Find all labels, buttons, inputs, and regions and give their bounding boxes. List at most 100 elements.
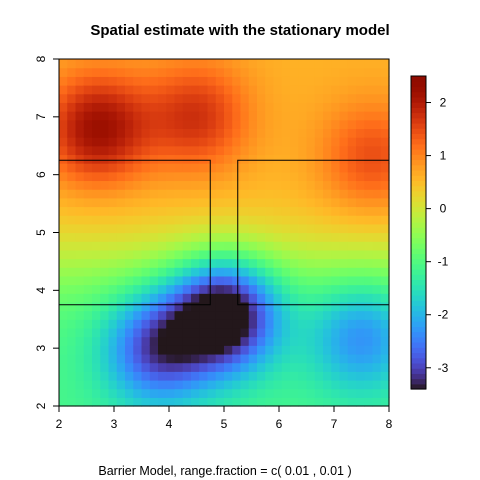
colorbar-segment <box>411 159 426 166</box>
heat-cell <box>92 119 101 129</box>
heat-cell <box>215 85 225 95</box>
heat-cell <box>125 388 134 398</box>
heat-cell <box>215 232 225 242</box>
heat-cell <box>273 267 283 277</box>
heat-cell <box>174 137 184 147</box>
heat-cell <box>347 397 357 407</box>
heat-cell <box>182 128 192 138</box>
heat-cell <box>372 59 382 69</box>
heat-cell <box>372 85 382 95</box>
heat-cell <box>347 301 357 312</box>
heat-cell <box>248 163 258 173</box>
heat-cell <box>133 215 143 225</box>
heat-cell <box>298 258 308 268</box>
heat-cell <box>158 284 167 294</box>
heat-cell <box>125 111 134 121</box>
heat-cell <box>158 362 167 372</box>
heat-cell <box>92 206 101 216</box>
heat-cell <box>248 267 258 277</box>
heat-cell <box>248 388 258 398</box>
heat-cell <box>224 249 233 260</box>
heat-cell <box>339 327 349 338</box>
heat-cell <box>224 215 233 225</box>
heat-cell <box>116 379 126 390</box>
heat-cell <box>59 301 68 312</box>
heat-cell <box>257 310 266 320</box>
heat-cell <box>133 397 143 407</box>
heat-cell <box>158 163 167 173</box>
heat-cell <box>158 397 167 407</box>
heat-cell <box>232 85 242 95</box>
heat-cell <box>339 301 349 312</box>
heat-cell <box>182 249 192 260</box>
heat-cell <box>174 76 184 86</box>
heat-cell <box>108 93 118 103</box>
heat-cell <box>298 249 308 260</box>
y-tick-label: 7 <box>34 113 48 120</box>
heat-cell <box>248 241 258 251</box>
heat-cell <box>182 232 192 242</box>
heat-cell <box>314 258 324 268</box>
heat-cell <box>323 345 332 355</box>
heat-cell <box>133 163 143 173</box>
heat-cell <box>174 93 184 103</box>
heat-cell <box>199 137 209 147</box>
heat-cell <box>116 67 126 77</box>
heat-cell <box>125 232 134 242</box>
heat-cell <box>281 336 291 346</box>
heat-cell <box>83 345 93 355</box>
heat-cell <box>356 353 365 364</box>
heat-cell <box>257 85 266 95</box>
heat-cell <box>380 388 390 398</box>
heat-cell <box>240 301 250 312</box>
heat-cell <box>158 267 167 277</box>
heat-cell <box>116 163 126 173</box>
heat-cell <box>166 67 176 77</box>
heat-cell <box>141 59 151 69</box>
heat-cell <box>314 267 324 277</box>
heat-cell <box>116 267 126 277</box>
heat-cell <box>133 362 143 372</box>
heat-cell <box>364 111 374 121</box>
heat-cell <box>380 163 390 173</box>
heat-cell <box>224 206 233 216</box>
heat-cell <box>191 119 200 129</box>
heat-cell <box>133 137 143 147</box>
heat-cell <box>339 102 349 112</box>
heat-cell <box>240 145 250 156</box>
heat-cell <box>149 59 159 69</box>
heat-cell <box>257 267 266 277</box>
heat-cell <box>314 145 324 156</box>
heat-cell <box>174 379 184 390</box>
heat-cell <box>116 145 126 156</box>
heat-cell <box>306 258 316 268</box>
barrier-left <box>59 159 211 306</box>
heat-cell <box>191 93 200 103</box>
heat-cell <box>158 59 167 69</box>
heat-cell <box>100 362 110 372</box>
colorbar-segment <box>411 81 426 88</box>
heat-cell <box>116 119 126 129</box>
heat-cell <box>356 223 365 234</box>
heat-cell <box>158 388 167 398</box>
heat-cell <box>224 189 233 199</box>
heat-cell <box>240 59 250 69</box>
heat-cell <box>182 189 192 199</box>
heat-cell <box>92 293 101 303</box>
heat-cell <box>323 362 332 372</box>
heat-cell <box>67 137 77 147</box>
heat-cell <box>273 258 283 268</box>
heat-cell <box>108 171 118 182</box>
heat-cell <box>116 93 126 103</box>
heat-cell <box>232 180 242 190</box>
colorbar-segment <box>411 86 426 93</box>
heat-cell <box>265 67 275 77</box>
heat-cell <box>75 284 85 294</box>
heat-cell <box>108 197 118 208</box>
heat-cell <box>331 137 341 147</box>
colorbar-segment <box>411 216 426 223</box>
heat-cell <box>314 362 324 372</box>
heat-cell <box>207 137 217 147</box>
heat-cell <box>380 345 390 355</box>
heat-cell <box>174 59 184 69</box>
